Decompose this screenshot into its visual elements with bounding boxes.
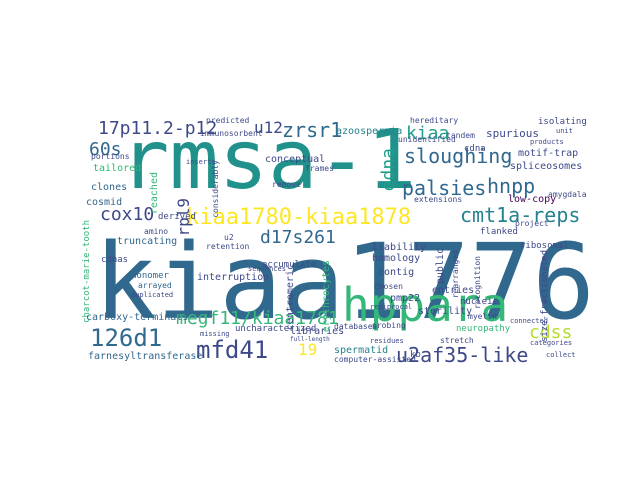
- word-frames: frames: [305, 164, 334, 173]
- word-rmsa-1: rmsa-1: [120, 113, 417, 208]
- word-reciprocal: reciprocal: [370, 303, 413, 311]
- word-databases: databases: [334, 322, 378, 331]
- word-reached: reached: [149, 172, 160, 215]
- word-liability: liability: [372, 242, 427, 253]
- word-hereditary: hereditary: [410, 116, 459, 125]
- word-rearranged: rearranged: [451, 250, 460, 299]
- word-amino: amino: [144, 227, 169, 236]
- word-accumulate: accumulate: [262, 260, 317, 270]
- word-cmt1a-reps: cmt1a-reps: [460, 203, 581, 227]
- word-duplicated: duplicated: [131, 291, 174, 299]
- word-public: public: [435, 248, 446, 285]
- word-missing: missing: [200, 330, 230, 338]
- word-unidentified: unidentified: [398, 135, 456, 144]
- word-portions: portions: [91, 152, 130, 161]
- word-homology: homology: [372, 253, 421, 264]
- word-kiaa1776: kiaa1776: [94, 221, 595, 343]
- word-d17s261: d17s261: [260, 227, 336, 248]
- word-tandem: tandem: [446, 131, 475, 140]
- word-spurious: spurious: [486, 127, 539, 140]
- word-spliceosomes: spliceosomes: [510, 161, 583, 172]
- word-predicted: predicted: [206, 116, 250, 125]
- word-flanked: flanked: [480, 227, 518, 237]
- word-considerably: considerably: [211, 160, 220, 218]
- word-megf11-kiaa1781: megf11/kiaa1781: [176, 308, 339, 329]
- word-erythrocytes: erythrocytes: [321, 260, 332, 333]
- word-inserts: inserts: [186, 158, 216, 166]
- word-126d1: 126d1: [90, 324, 163, 352]
- word-immunosorbent: immunosorbent: [200, 129, 263, 138]
- word-full-length: full-length: [290, 336, 330, 343]
- word-cox10: cox10: [100, 204, 155, 225]
- word-pmp22: pmp22: [390, 293, 421, 304]
- word-u2: u2: [224, 233, 234, 242]
- word-19: 19: [298, 340, 318, 359]
- word-computer-assisted: computer-assisted: [334, 355, 416, 364]
- word-farnesyltransferase: farnesyltransferase: [88, 351, 203, 362]
- word-contig: contig: [378, 267, 415, 278]
- word-products: products: [530, 138, 564, 146]
- word-nucleic: nucleic: [460, 297, 498, 307]
- word-17p11-2-p12: 17p11.2-p12: [98, 118, 218, 139]
- word-retention: retention: [206, 242, 250, 251]
- word-charcot-marie-tooth: charcot-marie-tooth: [82, 220, 92, 323]
- word-sequences: sequences: [248, 265, 286, 273]
- word-clones: clones: [91, 182, 128, 193]
- word-size-fractionated: size-fractionated: [540, 250, 550, 343]
- word-ribosomal: ribosomal: [520, 241, 569, 251]
- word-hnpp: hnpp: [487, 174, 536, 198]
- word-collect: collect: [546, 351, 576, 359]
- word-cdna: cdna: [464, 144, 486, 154]
- word-monomer: monomer: [131, 271, 169, 281]
- word-categories: categories: [530, 339, 573, 347]
- word-myelin: myelin: [468, 312, 497, 321]
- word-sterility: sterility: [418, 306, 473, 317]
- word-u12: u12: [254, 118, 283, 137]
- word-60s: 60s: [89, 139, 122, 160]
- word-u2af35-like: u2af35-like: [396, 343, 529, 367]
- word-arrayed: arrayed: [138, 281, 172, 290]
- word-sloughing: sloughing: [404, 144, 513, 168]
- word-kb: kb: [410, 350, 421, 360]
- word-connected: connected: [510, 317, 548, 325]
- word-kiaa: kiaa: [406, 123, 450, 144]
- word-stretch: stretch: [440, 336, 474, 345]
- word-probing: probing: [372, 321, 406, 330]
- word-unit: unit: [556, 127, 573, 135]
- word-hppara: hppara: [342, 278, 509, 332]
- word-edna: edna: [378, 148, 399, 192]
- word-remove: remove: [272, 180, 301, 189]
- word-kiaa1780-kiaa1878: kiaa1780-kiaa1878: [186, 205, 412, 230]
- word-isolating: isolating: [538, 117, 587, 127]
- word-palsies: palsies: [402, 176, 487, 200]
- word-carboxy-terminals: carboxy-terminals: [86, 312, 189, 323]
- word-spermatid: spermatid: [334, 345, 389, 356]
- word-interruption: interruption: [197, 272, 270, 283]
- word-recognition: recognition: [473, 256, 482, 309]
- word-project: project: [515, 219, 549, 228]
- word-truncating: truncating: [117, 236, 178, 247]
- word-uncharacterized: uncharacterized: [235, 324, 317, 334]
- word-conceptual: conceptual: [265, 154, 326, 165]
- word-motif-trap: motif-trap: [518, 148, 579, 159]
- word-libraries: libraries: [290, 326, 345, 337]
- word-entries: entries: [432, 285, 475, 296]
- word-cosmid: cosmid: [86, 197, 123, 208]
- word-derived: derived: [158, 212, 196, 222]
- word-mfd41: mfd41: [196, 336, 269, 364]
- word-low-copy: low-copy: [508, 194, 557, 205]
- word-chosen: chosen: [374, 282, 403, 291]
- word-cdss: cdss: [529, 322, 573, 343]
- word-amygdala: amygdala: [548, 190, 587, 199]
- word-residues: residues: [370, 337, 404, 345]
- word-zrsr1: zrsr1: [282, 118, 343, 142]
- word-centromeric: centromeric: [285, 264, 296, 331]
- word-tailored: tailored: [93, 163, 142, 174]
- word-extensions: extensions: [414, 195, 463, 204]
- word-azoospermia: azoospermia: [336, 126, 403, 137]
- word-cdnas: cdnas: [101, 255, 129, 265]
- word-neuropathy: neuropathy: [456, 324, 511, 334]
